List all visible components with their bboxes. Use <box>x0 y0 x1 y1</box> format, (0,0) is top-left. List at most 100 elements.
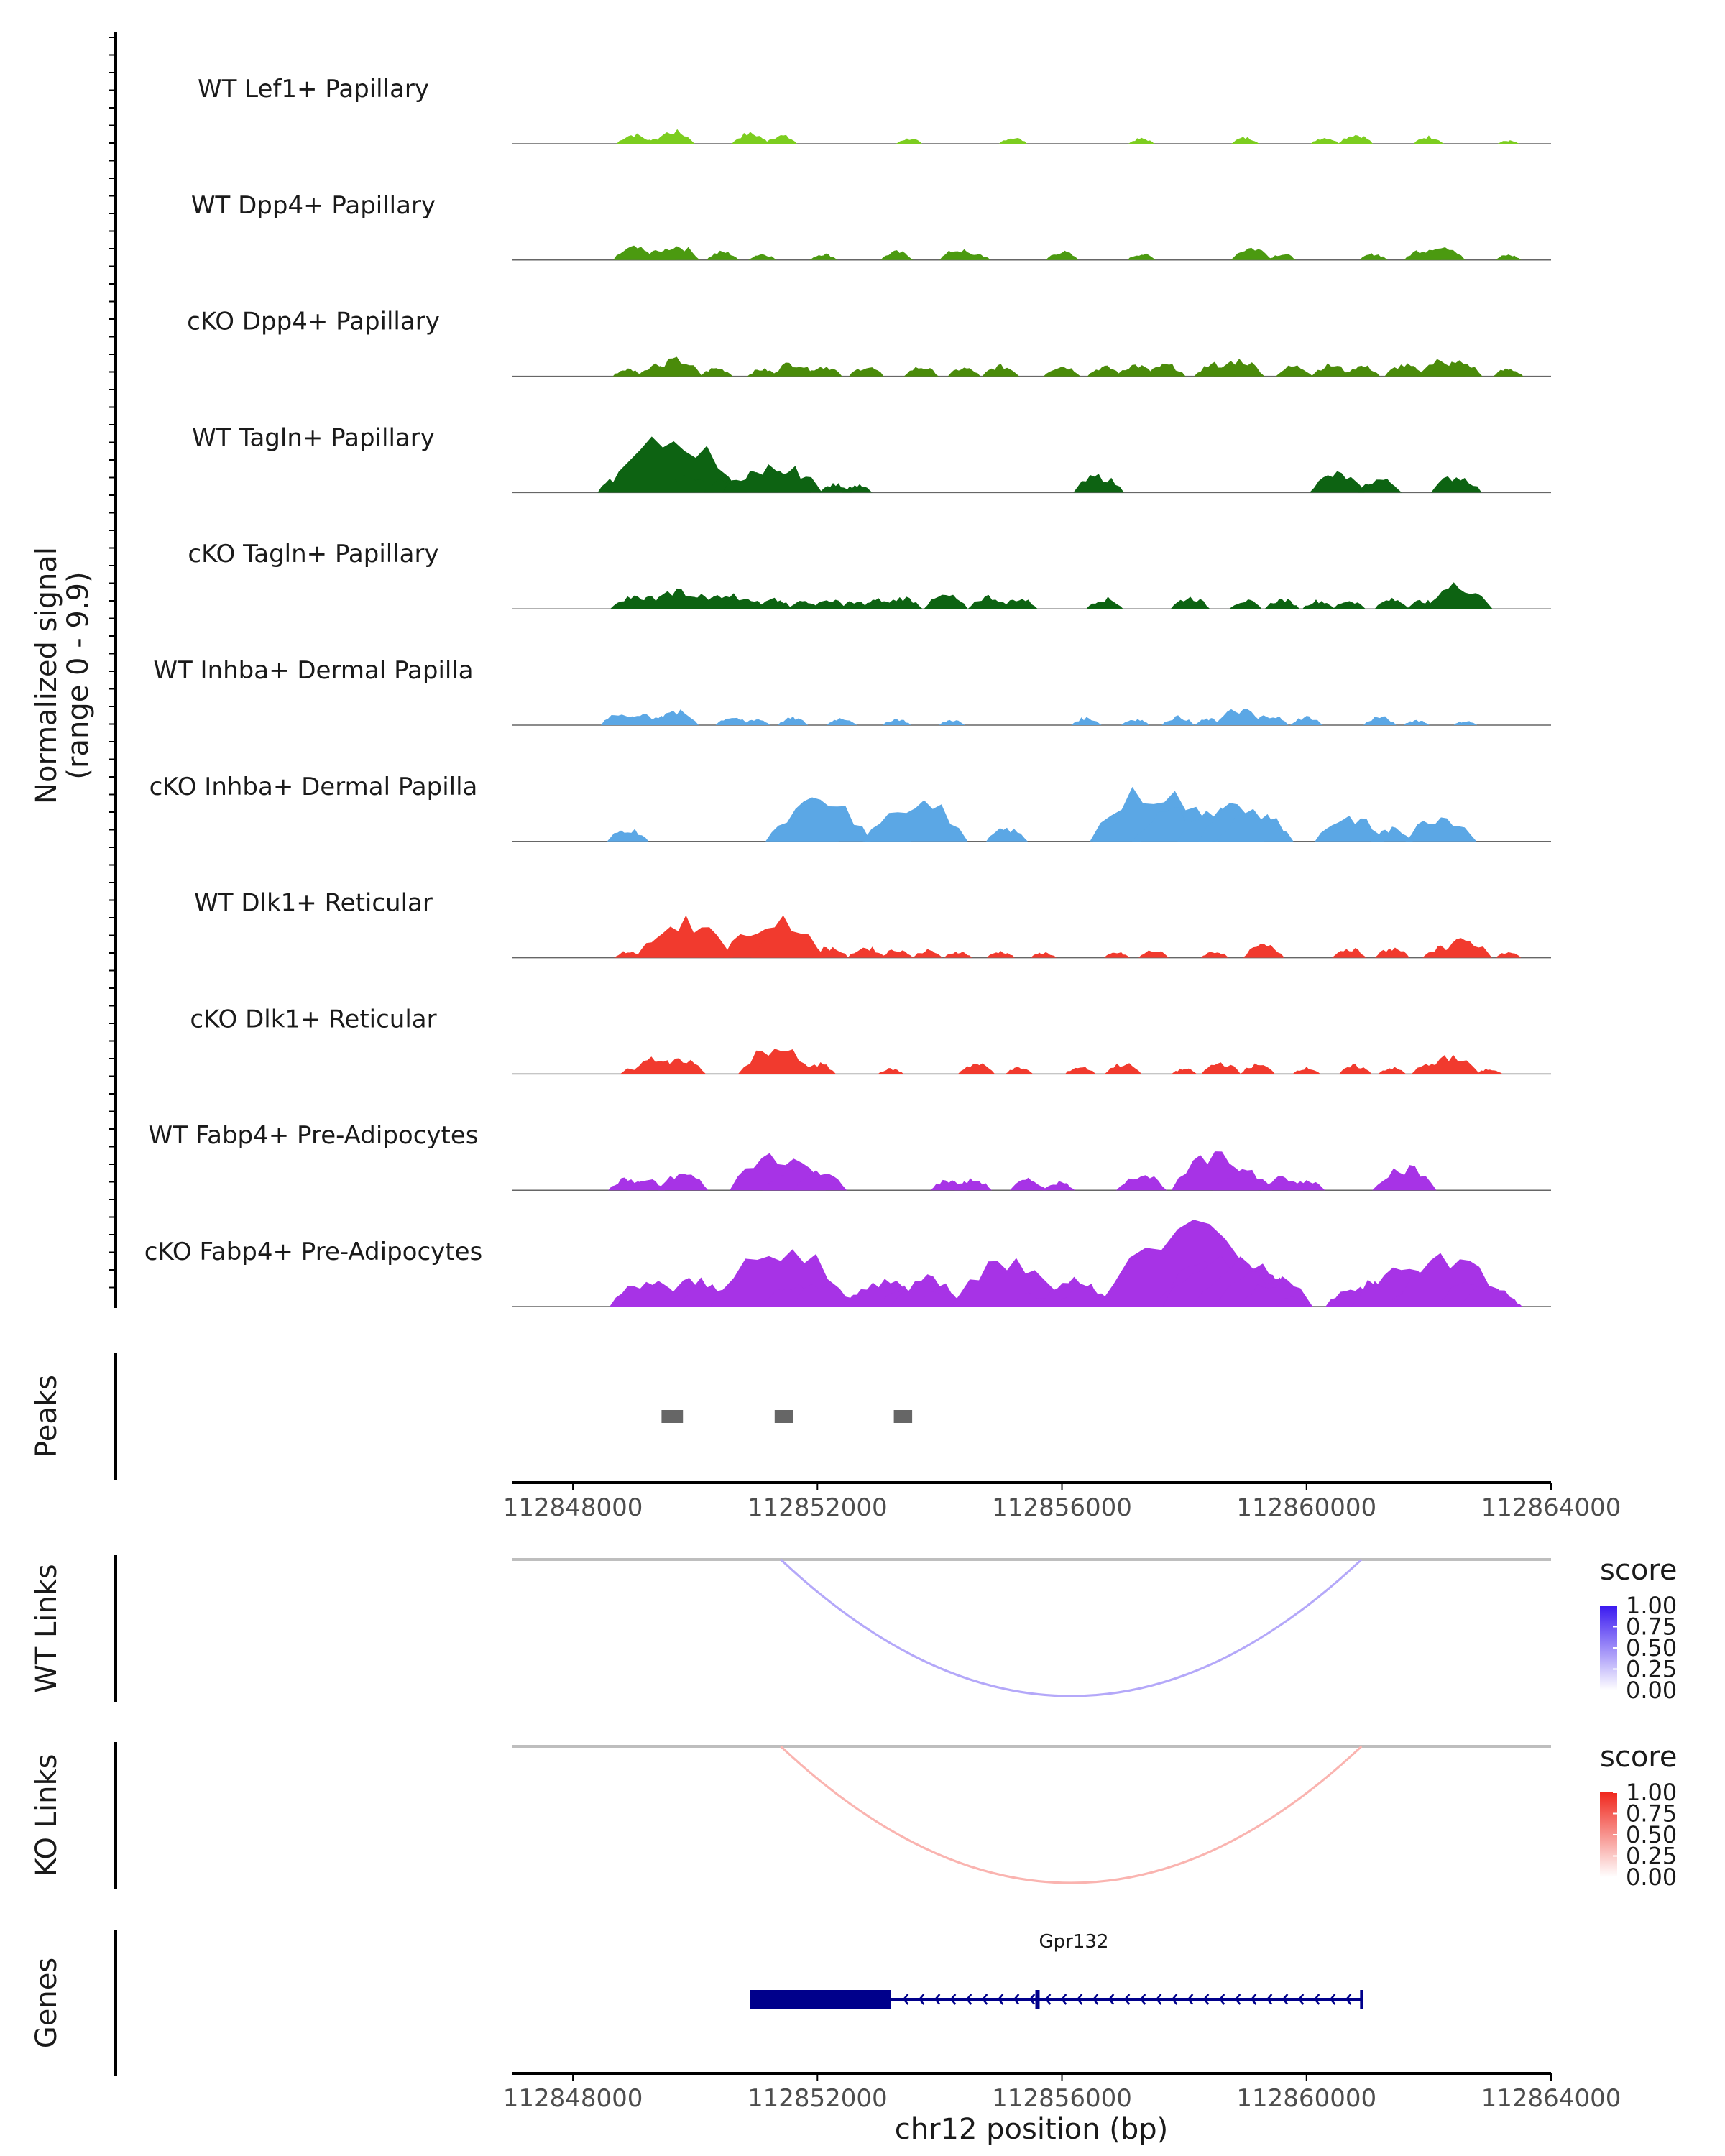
signal-axis-range: (range 0 - 9.9) <box>62 571 95 779</box>
coverage-peak <box>999 138 1027 144</box>
coverage-peak <box>1214 359 1265 377</box>
legend-title: score <box>1600 1554 1677 1587</box>
coverage-peak <box>742 719 770 725</box>
strand-arrow <box>1171 1994 1178 2005</box>
coverage-peak <box>1374 597 1409 609</box>
strand-arrow <box>949 1994 957 2005</box>
coverage-peak <box>1215 812 1294 842</box>
links-panel-label: WT Links <box>30 1564 63 1692</box>
coverage-peak <box>903 367 939 377</box>
coverage-peak <box>1043 367 1081 377</box>
coverage-peak <box>1494 1299 1522 1307</box>
coverage-peak <box>915 1291 964 1307</box>
coverage-peak <box>614 951 643 958</box>
coverage-peak <box>723 599 765 609</box>
peak-region <box>661 1410 684 1423</box>
coverage-peak <box>944 952 972 958</box>
coverage-peak <box>616 133 652 144</box>
track-label: cKO Dpp4+ Papillary <box>187 308 440 336</box>
coverage-peak <box>1121 719 1149 725</box>
coverage-peak <box>1333 601 1366 609</box>
coverage-peak <box>1010 1177 1047 1191</box>
coverage-peak <box>700 368 733 377</box>
coverage-peak <box>1436 360 1483 377</box>
coverage-peak <box>1201 1062 1241 1074</box>
coverage-peak <box>839 601 870 609</box>
coverage-peak <box>1439 938 1492 958</box>
coverage-peak <box>627 1179 665 1191</box>
strand-arrow <box>1123 1994 1131 2005</box>
coverage-peak <box>1162 715 1195 725</box>
coverage-peak <box>1071 717 1102 725</box>
track-label: WT Dpp4+ Papillary <box>191 191 436 220</box>
peak-region <box>774 1410 794 1423</box>
coverage-peak <box>812 599 847 609</box>
strand-arrow <box>1029 1994 1036 2005</box>
coverage-peak <box>1371 826 1413 842</box>
legend-tick-label: 0.25 <box>1626 1843 1677 1870</box>
coverage-peak <box>1310 137 1339 144</box>
coverage-peak <box>982 364 1020 377</box>
coverage-peak <box>1417 247 1466 260</box>
coverage-peak <box>1343 365 1381 377</box>
coverage-peak <box>1229 599 1262 609</box>
coverage-peak <box>639 915 733 958</box>
coverage-peak <box>1170 596 1210 609</box>
coverage-peak <box>924 594 968 609</box>
coverage-peak <box>698 949 729 958</box>
links-panel-label: KO Links <box>30 1754 63 1877</box>
strand-arrow <box>997 1994 1004 2005</box>
coverage-peak <box>788 601 822 609</box>
coverage-peak <box>957 1063 995 1074</box>
coverage-peak <box>1213 1169 1272 1191</box>
coverage-peak <box>653 129 695 144</box>
coverage-peak <box>1127 253 1156 260</box>
legend-tick-label: 0.00 <box>1626 1677 1677 1704</box>
strand-arrow <box>1202 1994 1210 2005</box>
strand-arrow <box>1313 1994 1320 2005</box>
coverage-peak <box>1243 944 1285 958</box>
coverage-peak <box>770 797 871 842</box>
coverage-peak <box>706 250 740 260</box>
coverage-peak <box>1215 709 1264 725</box>
track-label: cKO Dlk1+ Reticular <box>190 1005 436 1033</box>
coverage-peak <box>1104 952 1130 958</box>
coverage-peak <box>1116 1175 1167 1191</box>
coverage-peak <box>1477 1069 1503 1074</box>
legend-tick-label: 0.50 <box>1626 1634 1677 1662</box>
coverage-peak <box>862 800 968 842</box>
coverage-peak <box>1057 1284 1117 1307</box>
legend-title: score <box>1600 1741 1677 1774</box>
coverage-peak <box>1146 363 1186 377</box>
coverage-peak <box>1276 365 1313 377</box>
strand-arrow <box>1044 1994 1052 2005</box>
signal-axis-title: Normalized signal <box>30 547 63 804</box>
coverage-peak <box>880 949 914 958</box>
genes-panel-label: Genes <box>30 1958 63 2048</box>
strand-arrow <box>1060 1994 1067 2005</box>
coverage-peak <box>880 250 914 260</box>
coverage-peak <box>962 254 990 260</box>
legend-tick-label: 1.00 <box>1626 1592 1677 1619</box>
coverage-peak <box>1358 479 1402 493</box>
coverage-peak <box>1065 1067 1096 1074</box>
peaks-panel-label: Peaks <box>30 1375 63 1458</box>
x-tick-label: 112856000 <box>992 1493 1132 1522</box>
coverage-peak <box>1372 1165 1437 1191</box>
coverage-peak <box>1276 1296 1313 1307</box>
coverage-peak <box>986 827 1028 842</box>
coverage-peak <box>947 367 980 377</box>
strand-arrow <box>1218 1994 1225 2005</box>
coverage-peak <box>1374 947 1409 958</box>
coverage-peak <box>883 719 911 725</box>
coverage-peak <box>1426 582 1493 609</box>
link-arc <box>780 1745 1363 1884</box>
coverage-peak <box>1315 816 1384 842</box>
x-tick-label: 112848000 <box>503 1493 643 1522</box>
x-tick-label: 112860000 <box>1236 2084 1376 2113</box>
coverage-peak <box>658 1174 709 1191</box>
coverage-peak <box>1427 1054 1480 1074</box>
coverage-peak <box>1251 715 1289 725</box>
legend-tick-label: 0.50 <box>1626 1821 1677 1848</box>
